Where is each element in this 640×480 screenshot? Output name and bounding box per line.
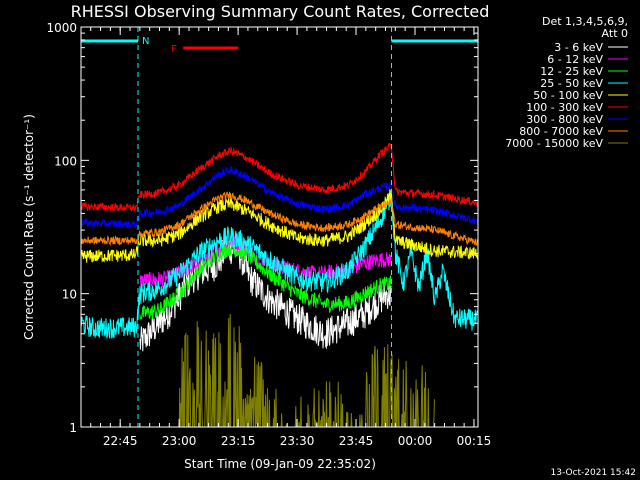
legend-entry-label: 800 - 7000 keV bbox=[519, 125, 603, 138]
series-line bbox=[80, 143, 478, 212]
x-tick-label: 00:00 bbox=[398, 434, 433, 448]
x-tick-label: 22:45 bbox=[103, 434, 138, 448]
legend-entry-label: 100 - 300 keV bbox=[526, 101, 603, 114]
legend-header-line-1: Det 1,3,4,5,6,9, bbox=[542, 15, 628, 28]
chart-title: RHESSI Observing Summary Count Rates, Co… bbox=[71, 2, 490, 21]
series-line bbox=[139, 241, 392, 320]
generated-timestamp: 13-Oct-2021 15:42 bbox=[551, 468, 636, 478]
x-tick-label: 23:00 bbox=[162, 434, 197, 448]
y-axis-label: Corrected Count Rate (s⁻¹ detector⁻¹) bbox=[22, 114, 36, 340]
legend-entry-label: 3 - 6 keV bbox=[554, 41, 603, 54]
legend-entry-label: 25 - 50 keV bbox=[540, 77, 603, 90]
x-tick-label: 00:15 bbox=[457, 434, 492, 448]
series-line bbox=[80, 166, 479, 230]
legend-entry-label: 12 - 25 keV bbox=[540, 65, 603, 78]
x-tick-label: 23:45 bbox=[339, 434, 374, 448]
legend-entry-label: 6 - 12 keV bbox=[547, 53, 603, 66]
x-tick-label: 23:15 bbox=[221, 434, 256, 448]
axes-layer: 22:45 23:00 23:15 23:30 23:45 00:00 00:15 1 10 10… bbox=[46, 21, 491, 448]
y-tick-label: 1 bbox=[69, 421, 77, 435]
flare-label: F bbox=[171, 44, 177, 55]
series-line bbox=[80, 191, 479, 247]
x-tick-label: 23:30 bbox=[280, 434, 315, 448]
legend-entry-label: 50 - 100 keV bbox=[533, 89, 603, 102]
night-label: N bbox=[142, 36, 149, 47]
x-axis-label: Start Time (09-Jan-09 22:35:02) bbox=[184, 457, 376, 471]
annotation-layer: NF bbox=[81, 27, 478, 427]
plot-frame bbox=[80, 26, 479, 428]
series-line bbox=[80, 189, 479, 263]
legend-entry-label: 300 - 800 keV bbox=[526, 113, 603, 126]
y-tick-label: 100 bbox=[54, 154, 77, 168]
y-tick-label: 10 bbox=[62, 288, 77, 302]
y-tick-label: 1000 bbox=[46, 21, 77, 35]
legend-entry-label: 7000 - 15000 keV bbox=[505, 137, 603, 150]
legend-header-line-2: Att 0 bbox=[602, 27, 628, 40]
